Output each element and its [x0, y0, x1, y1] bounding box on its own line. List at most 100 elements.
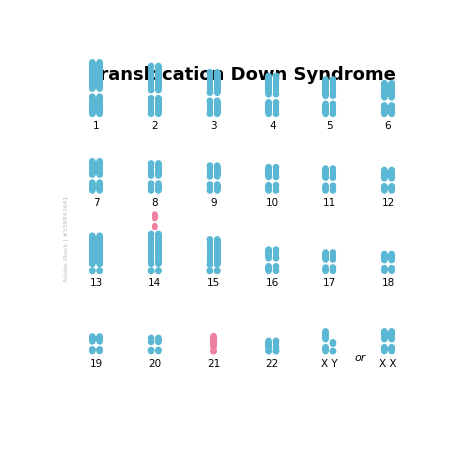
Ellipse shape [214, 261, 220, 268]
Ellipse shape [89, 333, 96, 340]
Ellipse shape [96, 171, 103, 178]
Ellipse shape [322, 165, 329, 172]
Bar [322, 169, 329, 178]
Bar [96, 161, 103, 174]
Bar [155, 183, 162, 191]
Ellipse shape [265, 110, 272, 117]
Ellipse shape [388, 175, 395, 182]
Ellipse shape [329, 92, 336, 99]
Text: 17: 17 [323, 278, 336, 288]
Ellipse shape [152, 225, 157, 230]
Ellipse shape [155, 180, 162, 187]
Text: 12: 12 [382, 198, 395, 208]
Ellipse shape [207, 261, 213, 268]
Ellipse shape [148, 346, 155, 353]
Ellipse shape [265, 187, 272, 194]
Bar [155, 66, 162, 90]
Bar [322, 186, 329, 191]
Bar [148, 183, 155, 191]
Ellipse shape [214, 90, 220, 96]
Ellipse shape [381, 187, 388, 194]
Bar [265, 185, 272, 191]
Ellipse shape [265, 348, 272, 355]
Ellipse shape [148, 231, 155, 237]
Ellipse shape [265, 344, 272, 351]
Ellipse shape [388, 183, 395, 190]
Ellipse shape [265, 174, 272, 180]
Ellipse shape [96, 338, 103, 345]
Bar [329, 186, 336, 191]
Ellipse shape [265, 267, 272, 274]
Ellipse shape [148, 95, 155, 101]
Ellipse shape [329, 165, 336, 172]
Ellipse shape [388, 257, 395, 264]
Bar [265, 250, 272, 258]
Ellipse shape [148, 267, 155, 274]
Ellipse shape [381, 102, 388, 109]
Ellipse shape [265, 91, 272, 98]
Ellipse shape [329, 187, 336, 194]
Ellipse shape [207, 267, 213, 274]
Ellipse shape [148, 63, 155, 69]
Ellipse shape [329, 249, 336, 256]
Ellipse shape [388, 102, 395, 109]
Ellipse shape [89, 338, 96, 345]
Ellipse shape [322, 187, 329, 194]
Bar [381, 105, 388, 114]
Ellipse shape [89, 158, 96, 164]
Ellipse shape [148, 267, 155, 274]
Bar [207, 101, 213, 114]
Ellipse shape [89, 171, 96, 178]
Bar [273, 102, 279, 114]
Ellipse shape [273, 182, 279, 188]
Bar [273, 76, 279, 94]
Ellipse shape [273, 99, 279, 106]
Ellipse shape [388, 336, 395, 342]
Ellipse shape [207, 90, 213, 96]
Bar [329, 104, 336, 114]
Ellipse shape [207, 236, 213, 243]
Ellipse shape [388, 94, 395, 100]
Text: 6: 6 [385, 121, 392, 131]
Bar [329, 80, 336, 96]
Ellipse shape [207, 163, 213, 169]
Text: 1: 1 [93, 121, 99, 131]
Ellipse shape [265, 99, 272, 106]
Text: 18: 18 [382, 278, 395, 288]
Bar [329, 169, 336, 178]
Ellipse shape [89, 59, 96, 65]
Ellipse shape [273, 337, 279, 344]
Ellipse shape [329, 256, 336, 263]
Text: 16: 16 [266, 278, 279, 288]
Ellipse shape [273, 255, 279, 262]
Ellipse shape [152, 211, 157, 217]
Bar [322, 104, 329, 114]
Ellipse shape [381, 80, 388, 86]
Ellipse shape [265, 73, 272, 79]
Bar [89, 349, 96, 351]
Bar [388, 186, 395, 191]
Bar [207, 239, 213, 264]
Ellipse shape [273, 164, 279, 170]
Ellipse shape [148, 187, 155, 194]
Text: X Y: X Y [321, 359, 337, 369]
Ellipse shape [155, 95, 162, 101]
Bar [322, 331, 329, 339]
Ellipse shape [322, 267, 329, 274]
Ellipse shape [322, 100, 329, 107]
Ellipse shape [96, 267, 103, 274]
Ellipse shape [155, 267, 162, 274]
Text: X X: X X [379, 359, 397, 369]
Text: 20: 20 [148, 359, 161, 369]
Ellipse shape [329, 348, 336, 355]
Bar [273, 185, 279, 191]
Ellipse shape [265, 337, 272, 344]
Ellipse shape [152, 223, 157, 228]
Ellipse shape [148, 110, 155, 117]
Ellipse shape [96, 346, 103, 353]
Ellipse shape [381, 257, 388, 264]
Text: 5: 5 [326, 121, 333, 131]
Ellipse shape [322, 182, 329, 189]
Ellipse shape [96, 333, 103, 340]
Ellipse shape [273, 187, 279, 194]
